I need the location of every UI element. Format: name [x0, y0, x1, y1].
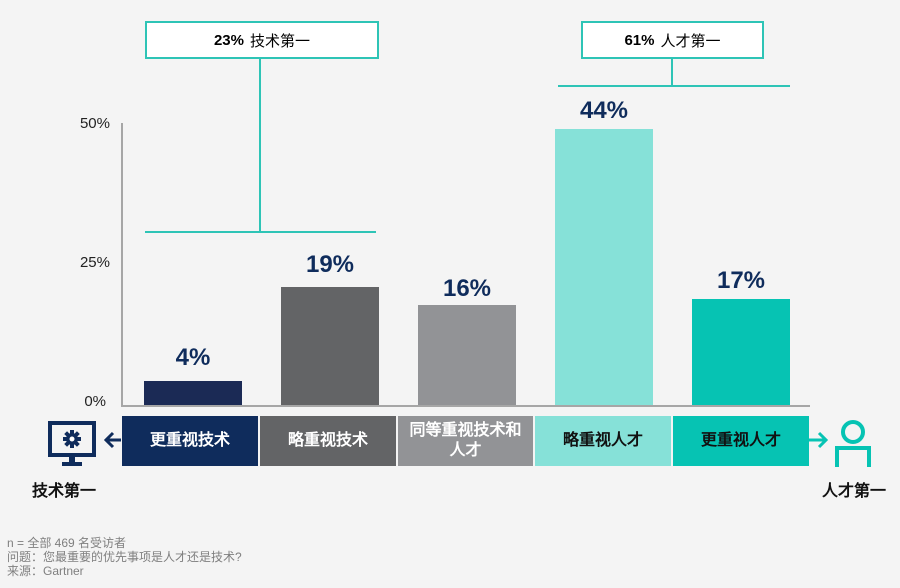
side-label-talent-first: 人才第一: [822, 483, 887, 500]
x-axis-line: [121, 405, 810, 407]
computer-gear-icon: [48, 421, 96, 466]
category-slightly-tech: 略重视技术: [260, 416, 396, 466]
bar-slightly-tech: [281, 287, 379, 405]
callout-tech-first: 23% 技术第一: [145, 21, 379, 59]
bar-label-slightly-tech: 19%: [305, 251, 355, 278]
bar-equal: [418, 305, 516, 405]
y-axis-line: [121, 123, 123, 407]
category-equal: 同等重视技术和人才: [398, 416, 533, 466]
arrow-left-icon: [104, 431, 121, 449]
bar-label-equal: 16%: [442, 275, 492, 302]
category-slightly-talent: 略重视人才: [535, 416, 671, 466]
callout-talent-first-bracket: [558, 85, 790, 87]
arrow-right-icon: [809, 431, 829, 449]
bar-label-slightly-talent: 44%: [579, 97, 629, 124]
y-tick-50: 50%: [79, 115, 110, 132]
person-icon: [835, 420, 871, 467]
side-label-tech-first: 技术第一: [32, 483, 97, 500]
y-tick-25: 25%: [79, 254, 110, 271]
y-tick-0: 0%: [84, 393, 106, 410]
category-more-tech: 更重视技术: [122, 416, 258, 466]
callout-tech-first-bracket: [145, 231, 376, 233]
footnote-question: 问题：您最重要的优先事项是人才还是技术?: [7, 550, 242, 564]
bar-more-talent: [692, 299, 790, 405]
callout-tech-first-stem: [259, 58, 261, 232]
footnote-source: 来源：Gartner: [7, 564, 84, 578]
bar-label-more-talent: 17%: [716, 267, 766, 294]
footnote-sample-size: n = 全部 469 名受访者: [7, 536, 127, 550]
bar-slightly-talent: [555, 129, 653, 405]
bar-label-more-tech: 4%: [175, 344, 211, 371]
category-more-talent: 更重视人才: [673, 416, 809, 466]
callout-tech-first-label: 技术第一: [250, 32, 311, 50]
callout-talent-first-stem: [671, 58, 673, 86]
bar-more-tech: [144, 381, 242, 405]
callout-tech-first-pct: 23%: [213, 31, 244, 49]
callout-talent-first-pct: 61%: [624, 31, 655, 49]
callout-talent-first-label: 人才第一: [660, 32, 721, 50]
callout-talent-first: 61% 人才第一: [581, 21, 764, 59]
